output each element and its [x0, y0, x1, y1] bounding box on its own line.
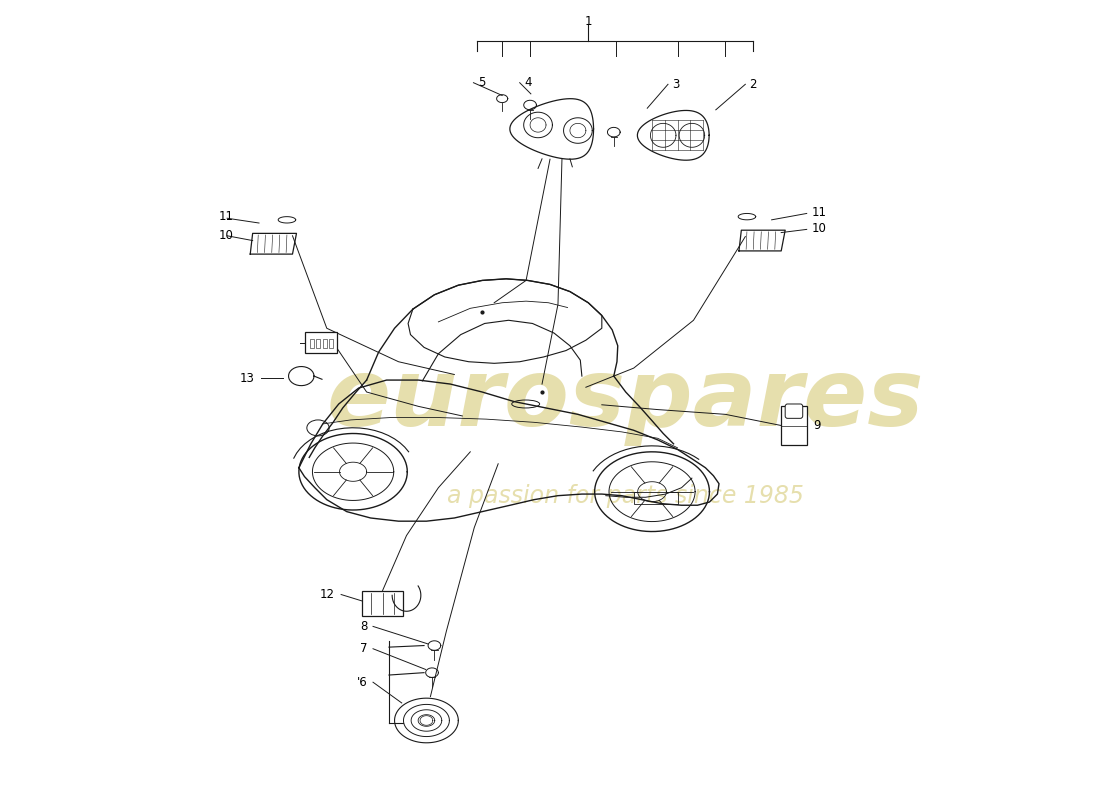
Text: 3: 3 [672, 78, 680, 90]
Text: 1: 1 [584, 15, 592, 28]
Bar [322, 339, 327, 348]
Text: '6: '6 [356, 676, 367, 689]
Text: 8: 8 [360, 620, 367, 633]
Text: 12: 12 [320, 588, 334, 601]
Text: 5: 5 [477, 76, 485, 90]
Text: 13: 13 [240, 372, 255, 385]
Text: 4: 4 [524, 76, 531, 90]
Text: a passion for parts since 1985: a passion for parts since 1985 [448, 484, 804, 508]
FancyBboxPatch shape [785, 404, 803, 418]
Text: 10: 10 [219, 230, 234, 242]
Text: 11: 11 [219, 210, 234, 223]
Text: 7: 7 [360, 642, 367, 655]
Bar [329, 339, 333, 348]
Text: 9: 9 [813, 419, 821, 432]
Text: eurospares: eurospares [327, 354, 924, 446]
Bar [306, 332, 337, 353]
Text: 11: 11 [812, 206, 826, 219]
Bar [781, 406, 806, 445]
Text: 10: 10 [812, 222, 826, 235]
Bar [362, 590, 404, 616]
Bar [310, 339, 314, 348]
Bar [317, 339, 320, 348]
Text: 2: 2 [749, 78, 757, 90]
Bar [634, 492, 678, 504]
